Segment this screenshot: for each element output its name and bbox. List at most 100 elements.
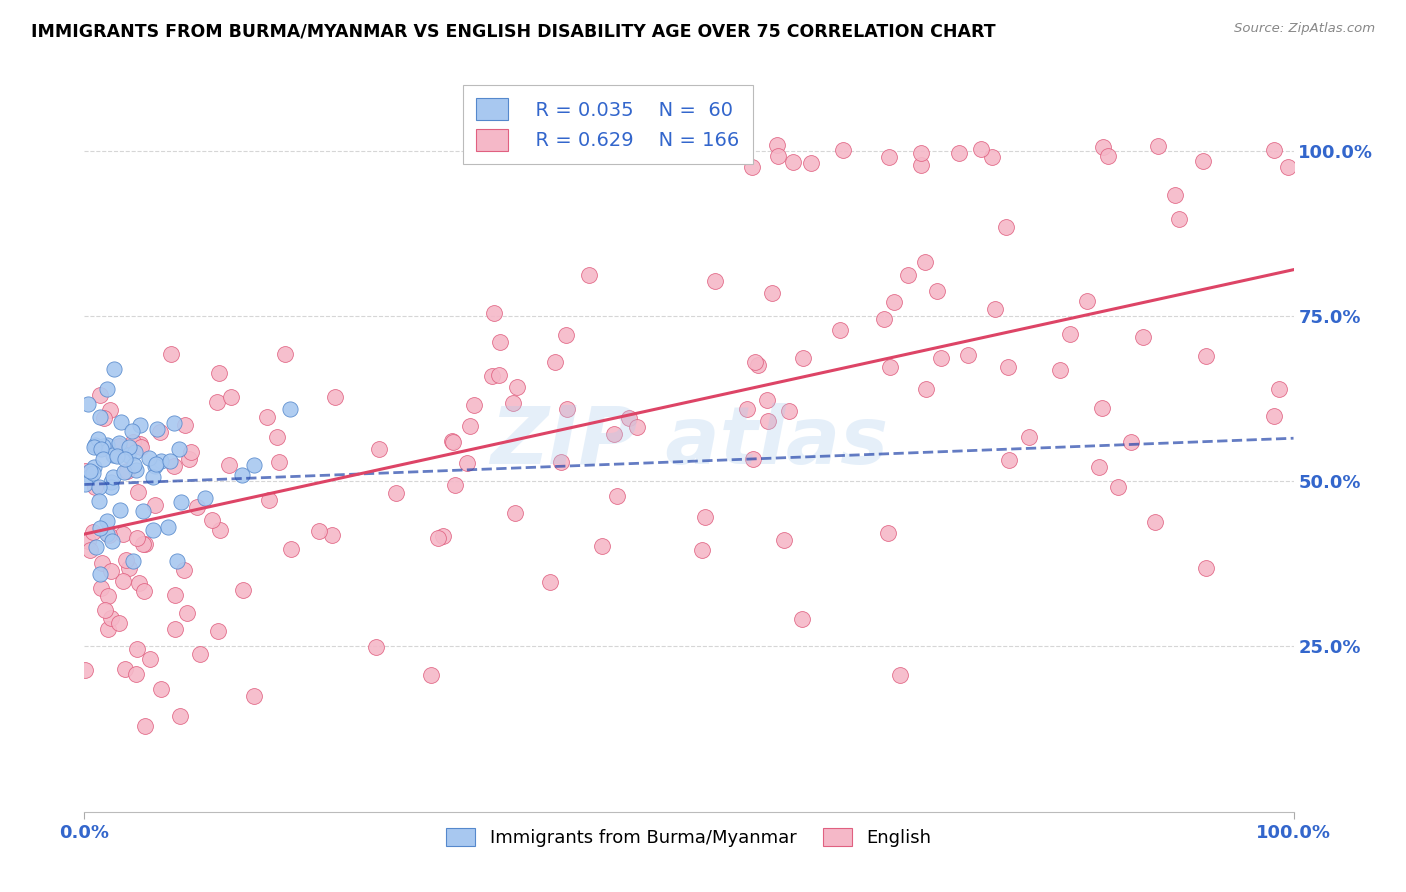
Point xyxy=(96,514,118,528)
Point xyxy=(1147,139,1170,153)
Point xyxy=(747,359,769,373)
Point xyxy=(115,463,138,477)
Point xyxy=(173,563,195,577)
Text: Source: ZipAtlas.com: Source: ZipAtlas.com xyxy=(1234,22,1375,36)
Point xyxy=(742,452,765,467)
Point xyxy=(208,366,231,380)
Point xyxy=(82,525,104,540)
Point xyxy=(997,360,1019,375)
Point xyxy=(103,470,125,484)
Point xyxy=(124,444,146,458)
Point xyxy=(118,440,141,454)
Point xyxy=(138,450,160,465)
Point xyxy=(90,442,112,456)
Point xyxy=(111,527,134,541)
Point xyxy=(110,415,132,429)
Point xyxy=(145,498,167,512)
Point xyxy=(205,394,228,409)
Point xyxy=(96,383,118,397)
Point xyxy=(503,507,526,521)
Point xyxy=(325,390,347,404)
Point xyxy=(419,668,441,682)
Point xyxy=(98,403,121,417)
Point xyxy=(149,682,172,697)
Point xyxy=(1164,188,1187,202)
Point xyxy=(143,458,166,473)
Point xyxy=(132,504,155,518)
Point xyxy=(163,588,186,602)
Point xyxy=(910,146,932,161)
Point xyxy=(127,485,149,500)
Point xyxy=(167,442,190,456)
Point xyxy=(1049,362,1071,376)
Point xyxy=(364,640,387,654)
Point xyxy=(124,463,146,477)
Point xyxy=(176,606,198,620)
Point xyxy=(256,410,278,425)
Point xyxy=(194,491,217,506)
Point xyxy=(269,455,291,469)
Point xyxy=(550,455,572,469)
Point xyxy=(427,531,450,545)
Point xyxy=(188,647,211,661)
Point xyxy=(129,436,152,450)
Point xyxy=(231,468,253,483)
Point xyxy=(166,553,188,567)
Point xyxy=(84,438,107,452)
Point xyxy=(1195,350,1218,364)
Point xyxy=(170,494,193,508)
Point xyxy=(384,485,406,500)
Point xyxy=(543,355,565,369)
Point xyxy=(129,417,152,432)
Point xyxy=(463,398,485,412)
Point xyxy=(925,284,948,298)
Point xyxy=(149,453,172,467)
Point xyxy=(134,719,156,733)
Point xyxy=(458,419,481,434)
Point xyxy=(897,268,920,282)
Point xyxy=(242,458,264,472)
Point xyxy=(87,433,110,447)
Point xyxy=(502,396,524,410)
Point xyxy=(112,466,135,480)
Point xyxy=(76,397,98,411)
Point xyxy=(889,668,911,682)
Point xyxy=(93,410,115,425)
Point xyxy=(929,351,952,365)
Point xyxy=(910,158,932,172)
Point xyxy=(73,464,96,478)
Point xyxy=(554,328,576,343)
Point xyxy=(89,493,111,508)
Point xyxy=(108,438,131,452)
Point xyxy=(488,335,510,350)
Point xyxy=(132,583,155,598)
Point xyxy=(100,610,122,624)
Point xyxy=(100,533,122,548)
Point xyxy=(274,347,297,361)
Point xyxy=(538,574,561,589)
Point xyxy=(756,414,779,428)
Point xyxy=(877,150,900,164)
Point xyxy=(83,440,105,454)
Point xyxy=(142,470,165,484)
Point xyxy=(981,150,1004,164)
Point xyxy=(1076,293,1098,308)
Point xyxy=(122,435,145,450)
Point xyxy=(218,458,240,472)
Point xyxy=(87,480,110,494)
Point xyxy=(948,146,970,161)
Point xyxy=(278,401,301,416)
Point xyxy=(915,382,938,396)
Point xyxy=(122,458,145,472)
Point xyxy=(1107,480,1129,494)
Point xyxy=(782,154,804,169)
Point xyxy=(91,439,114,453)
Point xyxy=(606,489,628,503)
Point xyxy=(96,527,118,541)
Point xyxy=(159,454,181,468)
Point xyxy=(619,411,641,425)
Point xyxy=(207,624,229,639)
Point xyxy=(482,306,505,320)
Point xyxy=(117,448,139,462)
Point xyxy=(441,435,464,450)
